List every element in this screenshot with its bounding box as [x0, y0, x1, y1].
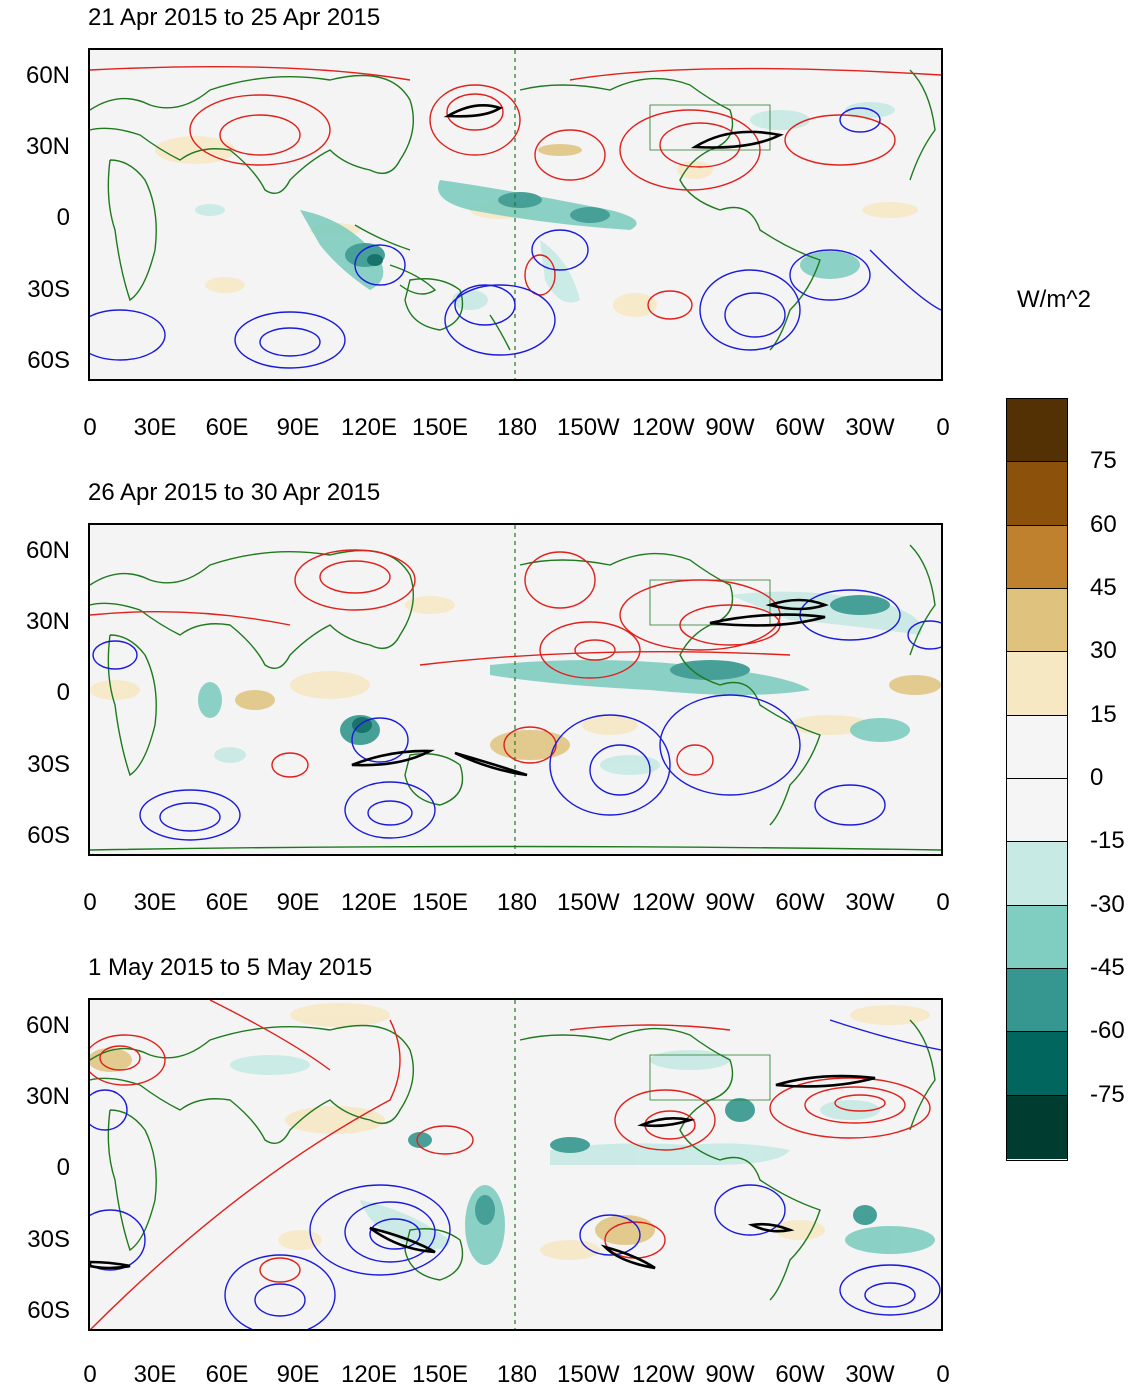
lat-label: 0 — [56, 204, 70, 231]
colorbar-label: 75 — [1090, 447, 1117, 475]
lon-label: 30E — [133, 1361, 177, 1388]
lon-label: 150W — [557, 889, 620, 916]
colorbar-segment — [1007, 589, 1067, 653]
lat-label: 0 — [56, 679, 70, 706]
colorbar — [1006, 398, 1068, 1161]
lon-label: 30W — [845, 889, 895, 916]
lon-label: 60W — [775, 1361, 825, 1388]
colorbar-segment — [1007, 525, 1067, 589]
lat-label: 30S — [27, 1226, 70, 1253]
colorbar-segment — [1007, 399, 1067, 463]
lat-label: 30S — [27, 276, 70, 303]
lon-label: 150E — [411, 1361, 469, 1388]
lat-label: 60N — [25, 537, 70, 564]
lat-label: 0 — [56, 1154, 70, 1181]
lat-label: 30N — [25, 1083, 70, 1110]
lon-label: 120W — [632, 414, 695, 441]
lon-label: 0 — [83, 414, 97, 441]
lon-label: 30E — [133, 889, 177, 916]
lat-label: 30S — [27, 751, 70, 778]
panel-2-map-canvas — [90, 525, 941, 854]
lon-label: 60E — [205, 1361, 249, 1388]
lon-label: 90W — [705, 1361, 755, 1388]
lon-label: 180 — [496, 889, 538, 916]
panel-3-map — [88, 998, 943, 1331]
panel-3-title: 1 May 2015 to 5 May 2015 — [88, 954, 373, 981]
colorbar-label: 45 — [1090, 574, 1117, 601]
panel-1-title: 21 Apr 2015 to 25 Apr 2015 — [88, 4, 381, 31]
colorbar-segment — [1007, 462, 1067, 526]
panel-1-map-canvas — [90, 50, 941, 379]
lon-label: 0 — [936, 414, 950, 441]
lon-label: 180 — [496, 414, 538, 441]
lon-label: 90E — [276, 889, 320, 916]
lon-label: 60E — [205, 889, 249, 916]
lon-label: 120E — [340, 414, 398, 441]
colorbar-segment — [1007, 779, 1067, 843]
lon-label: 60W — [775, 889, 825, 916]
lon-label: 90W — [705, 414, 755, 441]
lon-label: 60E — [205, 414, 249, 441]
lon-label: 0 — [936, 1361, 950, 1388]
lon-label: 150E — [411, 414, 469, 441]
colorbar-label: 60 — [1090, 510, 1117, 538]
panel-1-map — [88, 48, 943, 381]
colorbar-segment — [1007, 652, 1067, 716]
lat-label: 60S — [27, 822, 70, 849]
lat-label: 60S — [27, 347, 70, 374]
lon-label: 30W — [845, 414, 895, 441]
lon-label: 150W — [557, 414, 620, 441]
panel-3-map-canvas — [90, 1000, 941, 1329]
colorbar-segment — [1007, 969, 1067, 1033]
lon-label: 120E — [340, 1361, 398, 1388]
colorbar-label: -30 — [1090, 890, 1125, 918]
lon-label: 150W — [557, 1361, 620, 1388]
lon-label: 120E — [340, 889, 398, 916]
lon-label: 150E — [411, 889, 469, 916]
colorbar-segment — [1007, 1095, 1067, 1159]
lat-label: 60N — [25, 62, 70, 89]
colorbar-segment — [1007, 1032, 1067, 1096]
colorbar-segment — [1007, 842, 1067, 906]
lon-label: 90W — [705, 889, 755, 916]
colorbar-label: 30 — [1090, 637, 1117, 665]
lon-label: 180 — [496, 1361, 538, 1388]
colorbar-label: -60 — [1090, 1017, 1125, 1045]
colorbar-label: -75 — [1090, 1080, 1125, 1108]
lon-label: 30E — [133, 414, 177, 441]
lon-label: 60W — [775, 414, 825, 441]
colorbar-segment — [1007, 715, 1067, 779]
lon-label: 90E — [276, 414, 320, 441]
lon-label: 90E — [276, 1361, 320, 1388]
colorbar-label: -15 — [1090, 827, 1125, 855]
lon-label: 30W — [845, 1361, 895, 1388]
lat-label: 30N — [25, 608, 70, 635]
panel-2-map — [88, 523, 943, 856]
lat-label: 30N — [25, 133, 70, 160]
lat-label: 60S — [27, 1297, 70, 1324]
colorbar-label: 0 — [1090, 764, 1104, 791]
colorbar-label: 15 — [1090, 700, 1117, 728]
colorbar-label: -45 — [1090, 954, 1125, 981]
lon-label: 0 — [83, 1361, 97, 1388]
lon-label: 0 — [936, 889, 950, 916]
colorbar-title: W/m^2 — [1017, 286, 1091, 313]
panel-2-title: 26 Apr 2015 to 30 Apr 2015 — [88, 479, 381, 506]
colorbar-segment — [1007, 905, 1067, 969]
lon-label: 120W — [632, 1361, 695, 1388]
lon-label: 0 — [83, 889, 97, 916]
lon-label: 120W — [632, 889, 695, 916]
lat-label: 60N — [25, 1012, 70, 1039]
